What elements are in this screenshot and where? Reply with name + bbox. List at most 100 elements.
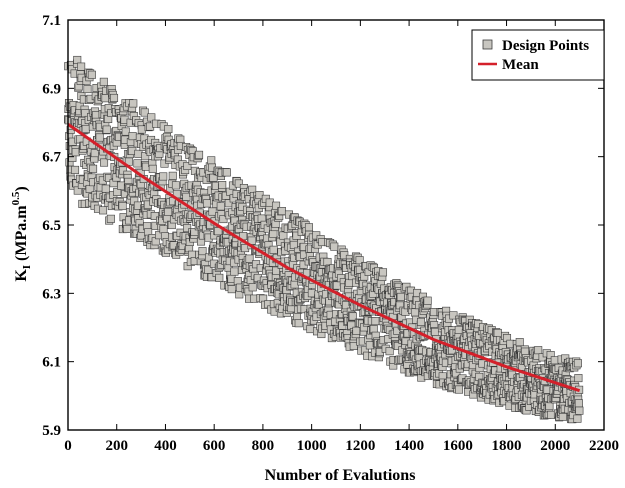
design-point [99,77,108,86]
design-point [423,296,432,305]
design-point [558,412,567,421]
design-point [140,108,149,117]
design-point [545,402,554,411]
x-tick-label: 200 [105,438,128,454]
design-point [348,312,357,321]
design-point [369,325,378,334]
design-point [77,62,86,71]
design-point [134,149,143,158]
design-point [207,156,216,165]
x-tick-label: 0 [64,438,72,454]
design-point [95,133,104,142]
mean-line-group [67,122,581,393]
design-point [515,338,524,347]
design-point [538,353,547,362]
design-point [550,356,559,365]
design-point [345,278,354,287]
legend: Design Points Mean [471,29,605,81]
design-point [123,224,132,233]
design-point [360,272,369,281]
design-point [234,179,243,188]
design-point [137,125,146,134]
design-point [159,225,168,234]
design-point [277,207,286,216]
design-point [352,326,361,335]
y-tick-label: 6.9 [42,81,61,97]
legend-box [471,29,605,81]
design-point [183,161,192,170]
x-tick-label: 1200 [345,438,375,454]
y-tick-label: 7.1 [42,13,61,29]
design-point [247,236,256,245]
design-point [573,359,582,368]
design-point [534,346,543,355]
x-axis-ticks: 0 200 400 600 800 1000 1200 1400 1600 1800 2000 220… [64,20,619,454]
design-point [396,292,405,301]
design-point [574,374,583,383]
legend-marker-design-points [482,39,493,50]
design-point [102,125,111,134]
design-point [304,223,313,232]
y-axis-title-superscript: 0.5 [10,191,22,205]
y-tick-label: 6.5 [42,218,61,234]
y-axis-title-subscript: I [21,265,33,269]
x-tick-label: 1000 [297,438,327,454]
design-point [81,124,90,133]
design-point [449,311,458,320]
design-point [83,85,92,94]
design-point [493,328,502,337]
design-point [248,283,257,292]
design-point [73,55,82,64]
design-point [203,199,212,208]
design-point [110,93,119,102]
design-point [332,281,341,290]
y-axis-ticks: 5.9 6.1 6.3 6.5 6.7 6.9 7.1 [42,13,604,439]
design-point [454,325,463,334]
design-point [349,341,358,350]
design-point [215,273,224,282]
design-point [148,164,157,173]
design-point [117,181,126,190]
x-axis-title: Number of Evalutions [265,467,416,484]
x-tick-label: 400 [154,438,177,454]
design-point [195,150,204,159]
design-point [182,192,191,201]
design-point [575,406,584,415]
design-point [147,113,156,122]
y-axis-title: KI (MPa.m0.5) [10,186,33,281]
x-tick-label: 2200 [589,438,619,454]
y-axis-title-close: ) [13,186,30,191]
design-point [129,99,138,108]
design-point [128,132,137,141]
x-tick-label: 2000 [540,438,570,454]
design-point [133,159,142,168]
design-point [89,164,98,173]
design-point [198,247,207,256]
y-axis-title-main: K [13,269,30,282]
mean-line [67,122,581,393]
design-point [289,240,298,249]
design-point [269,229,278,238]
design-point [121,127,130,136]
design-point [279,231,288,240]
design-point [355,256,364,265]
design-point [100,158,109,167]
y-tick-label: 6.1 [42,355,61,371]
design-point [371,317,380,326]
design-point [269,245,278,254]
design-point [118,202,127,211]
design-point [71,148,80,157]
x-tick-label: 800 [252,438,275,454]
design-point [379,268,388,277]
design-point [171,181,180,190]
design-point [168,171,177,180]
design-point [164,125,173,134]
design-point [164,207,173,216]
design-point [159,172,168,181]
design-point [73,186,82,195]
design-point [294,319,303,328]
design-point [233,277,242,286]
design-point [101,184,110,193]
legend-label-design-points: Design Points [502,38,589,54]
design-point [290,280,299,289]
